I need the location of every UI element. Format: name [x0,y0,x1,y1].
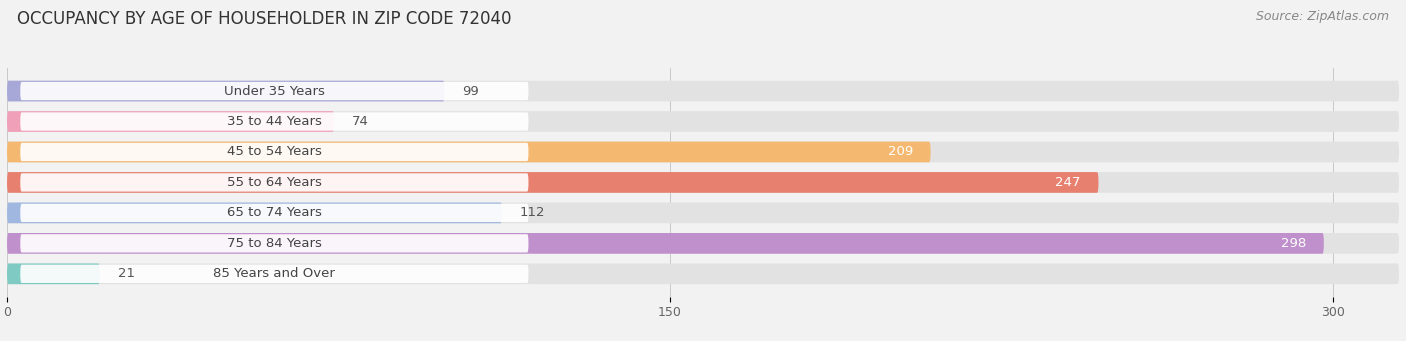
Text: 45 to 54 Years: 45 to 54 Years [226,146,322,159]
FancyBboxPatch shape [7,264,100,284]
Text: 55 to 64 Years: 55 to 64 Years [226,176,322,189]
FancyBboxPatch shape [20,234,529,252]
FancyBboxPatch shape [20,143,529,161]
Text: 99: 99 [463,85,479,98]
FancyBboxPatch shape [7,111,335,132]
FancyBboxPatch shape [7,81,444,101]
FancyBboxPatch shape [7,142,931,162]
Text: 85 Years and Over: 85 Years and Over [214,267,335,280]
FancyBboxPatch shape [7,203,1399,223]
FancyBboxPatch shape [20,265,529,283]
FancyBboxPatch shape [20,173,529,192]
FancyBboxPatch shape [20,113,529,131]
Text: Under 35 Years: Under 35 Years [224,85,325,98]
FancyBboxPatch shape [7,111,1399,132]
Text: 75 to 84 Years: 75 to 84 Years [226,237,322,250]
FancyBboxPatch shape [7,172,1098,193]
Text: 112: 112 [520,206,546,219]
FancyBboxPatch shape [7,203,502,223]
Text: OCCUPANCY BY AGE OF HOUSEHOLDER IN ZIP CODE 72040: OCCUPANCY BY AGE OF HOUSEHOLDER IN ZIP C… [17,10,512,28]
FancyBboxPatch shape [7,264,1399,284]
Text: 247: 247 [1056,176,1081,189]
FancyBboxPatch shape [7,233,1399,254]
FancyBboxPatch shape [7,142,1399,162]
FancyBboxPatch shape [20,204,529,222]
Text: Source: ZipAtlas.com: Source: ZipAtlas.com [1256,10,1389,23]
FancyBboxPatch shape [7,172,1399,193]
Text: 21: 21 [118,267,135,280]
Text: 65 to 74 Years: 65 to 74 Years [226,206,322,219]
Text: 74: 74 [352,115,368,128]
FancyBboxPatch shape [7,233,1324,254]
FancyBboxPatch shape [7,81,1399,101]
Text: 298: 298 [1281,237,1306,250]
Text: 209: 209 [887,146,912,159]
FancyBboxPatch shape [20,82,529,100]
Text: 35 to 44 Years: 35 to 44 Years [226,115,322,128]
